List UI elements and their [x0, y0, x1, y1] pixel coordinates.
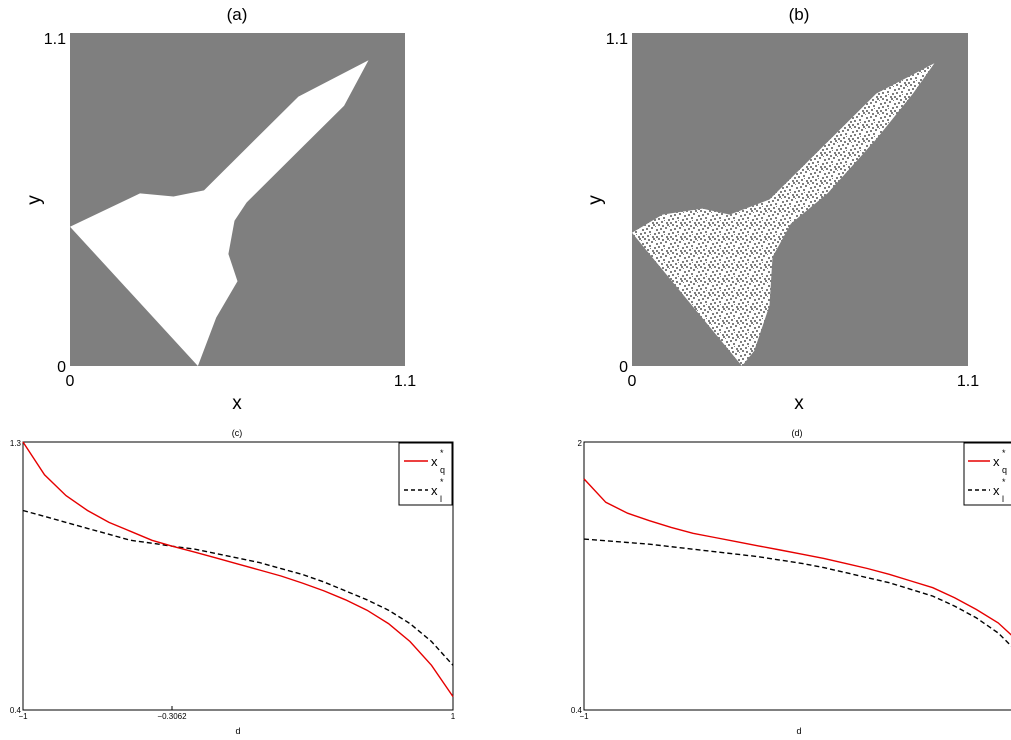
panel-c: (c) 1.3 0.4 −1 −0.3062 1 d x * q x * l	[10, 428, 456, 736]
panel-d-legend-box	[963, 442, 1011, 506]
panel-a-ylabel: y	[24, 195, 45, 205]
panel-b-ytick-top: 1.1	[606, 31, 628, 48]
panel-a-xlabel: x	[232, 393, 242, 414]
panel-c-series-xl	[22, 509, 454, 666]
panel-c-legend-xq-base: x	[431, 454, 438, 469]
panel-d-series-xl	[583, 538, 1011, 647]
basin-a-region	[70, 60, 369, 366]
panel-a-ytick-top: 1.1	[44, 31, 66, 48]
panel-d-title: (d)	[792, 428, 803, 438]
panel-b-ylabel: y	[585, 195, 606, 205]
panel-a-title: (a)	[227, 5, 248, 24]
panel-d: (d) 2 0.4 −1 d x * q x * l	[571, 428, 1011, 736]
panel-a-xtick-right: 1.1	[394, 373, 416, 390]
panel-c-xtick-right: 1	[451, 712, 456, 721]
panel-d-legend-xq-sup: *	[1002, 448, 1006, 458]
basin-b-region	[632, 63, 935, 367]
panel-d-legend: x * q x * l	[963, 442, 1011, 506]
panel-b-xtick-left: 0	[628, 373, 637, 390]
panel-d-legend-xq-sub: q	[1002, 465, 1007, 475]
panel-d-ytick-bottom: 0.4	[571, 706, 583, 715]
panel-c-series-xq	[22, 441, 454, 697]
panel-d-series-xq	[583, 478, 1011, 636]
panel-c-legend-xl-base: x	[431, 483, 438, 498]
panel-c-legend-xq-sub: q	[440, 465, 445, 475]
panel-b-title: (b)	[789, 5, 810, 24]
panel-d-xtick-left: −1	[579, 712, 589, 721]
panel-d-frame	[583, 441, 1011, 711]
panel-c-ytick-bottom: 0.4	[10, 706, 22, 715]
panel-b-ytick-bottom: 0	[619, 359, 628, 376]
panel-c-legend-xq-sup: *	[440, 448, 444, 458]
panel-a-ytick-bottom: 0	[57, 359, 66, 376]
panel-b: (b) 1.1 0 0 1.1 x y	[585, 5, 979, 414]
panel-c-legend-xl-sub: l	[440, 494, 442, 504]
panel-c-legend: x * q x * l	[398, 442, 453, 506]
panel-d-ytick-top: 2	[578, 439, 583, 448]
panel-d-legend-xl-sub: l	[1002, 494, 1004, 504]
panel-a: (a) 1.1 0 0 1.1 x y	[24, 5, 416, 414]
panel-d-legend-xq-base: x	[993, 454, 1000, 469]
panel-c-xtick-left: −1	[18, 712, 28, 721]
panel-b-xlabel: x	[794, 393, 804, 414]
panel-c-legend-box	[398, 442, 453, 506]
panel-c-legend-xl-sup: *	[440, 477, 444, 487]
panel-c-ytick-top: 1.3	[10, 439, 22, 448]
panel-a-xtick-left: 0	[66, 373, 75, 390]
panel-c-xtick-mid: −0.3062	[157, 712, 187, 721]
panel-d-legend-xl-sup: *	[1002, 477, 1006, 487]
panel-c-frame	[22, 441, 454, 711]
panel-c-xlabel: d	[235, 726, 240, 736]
panel-b-xtick-right: 1.1	[957, 373, 979, 390]
panel-d-xlabel: d	[796, 726, 801, 736]
panel-d-legend-xl-base: x	[993, 483, 1000, 498]
panel-c-title: (c)	[232, 428, 243, 438]
